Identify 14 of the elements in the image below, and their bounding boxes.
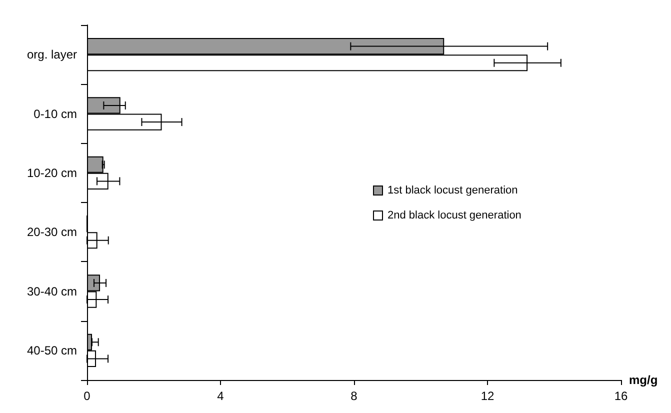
y-tick-label: 10-20 cm (26, 166, 77, 180)
y-tick-label: 40-50 cm (26, 343, 77, 358)
x-axis-title: mg/g (629, 373, 658, 387)
x-tick-label: 16 (614, 389, 628, 403)
y-tick-label: 30-40 cm (26, 284, 77, 298)
y-tick-label: org. layer (26, 48, 77, 62)
y-tick-label: 20-30 cm (26, 225, 77, 240)
x-tick-label: 0 (84, 389, 91, 403)
legend-label: 1st black locust generation (388, 184, 518, 196)
x-tick-label: 12 (480, 389, 494, 403)
legend-label: 2nd black locust generation (388, 210, 522, 222)
x-tick-label: 8 (350, 389, 358, 403)
x-tick-label: 4 (217, 389, 224, 403)
y-tick-label: 0-10 cm (34, 106, 77, 121)
